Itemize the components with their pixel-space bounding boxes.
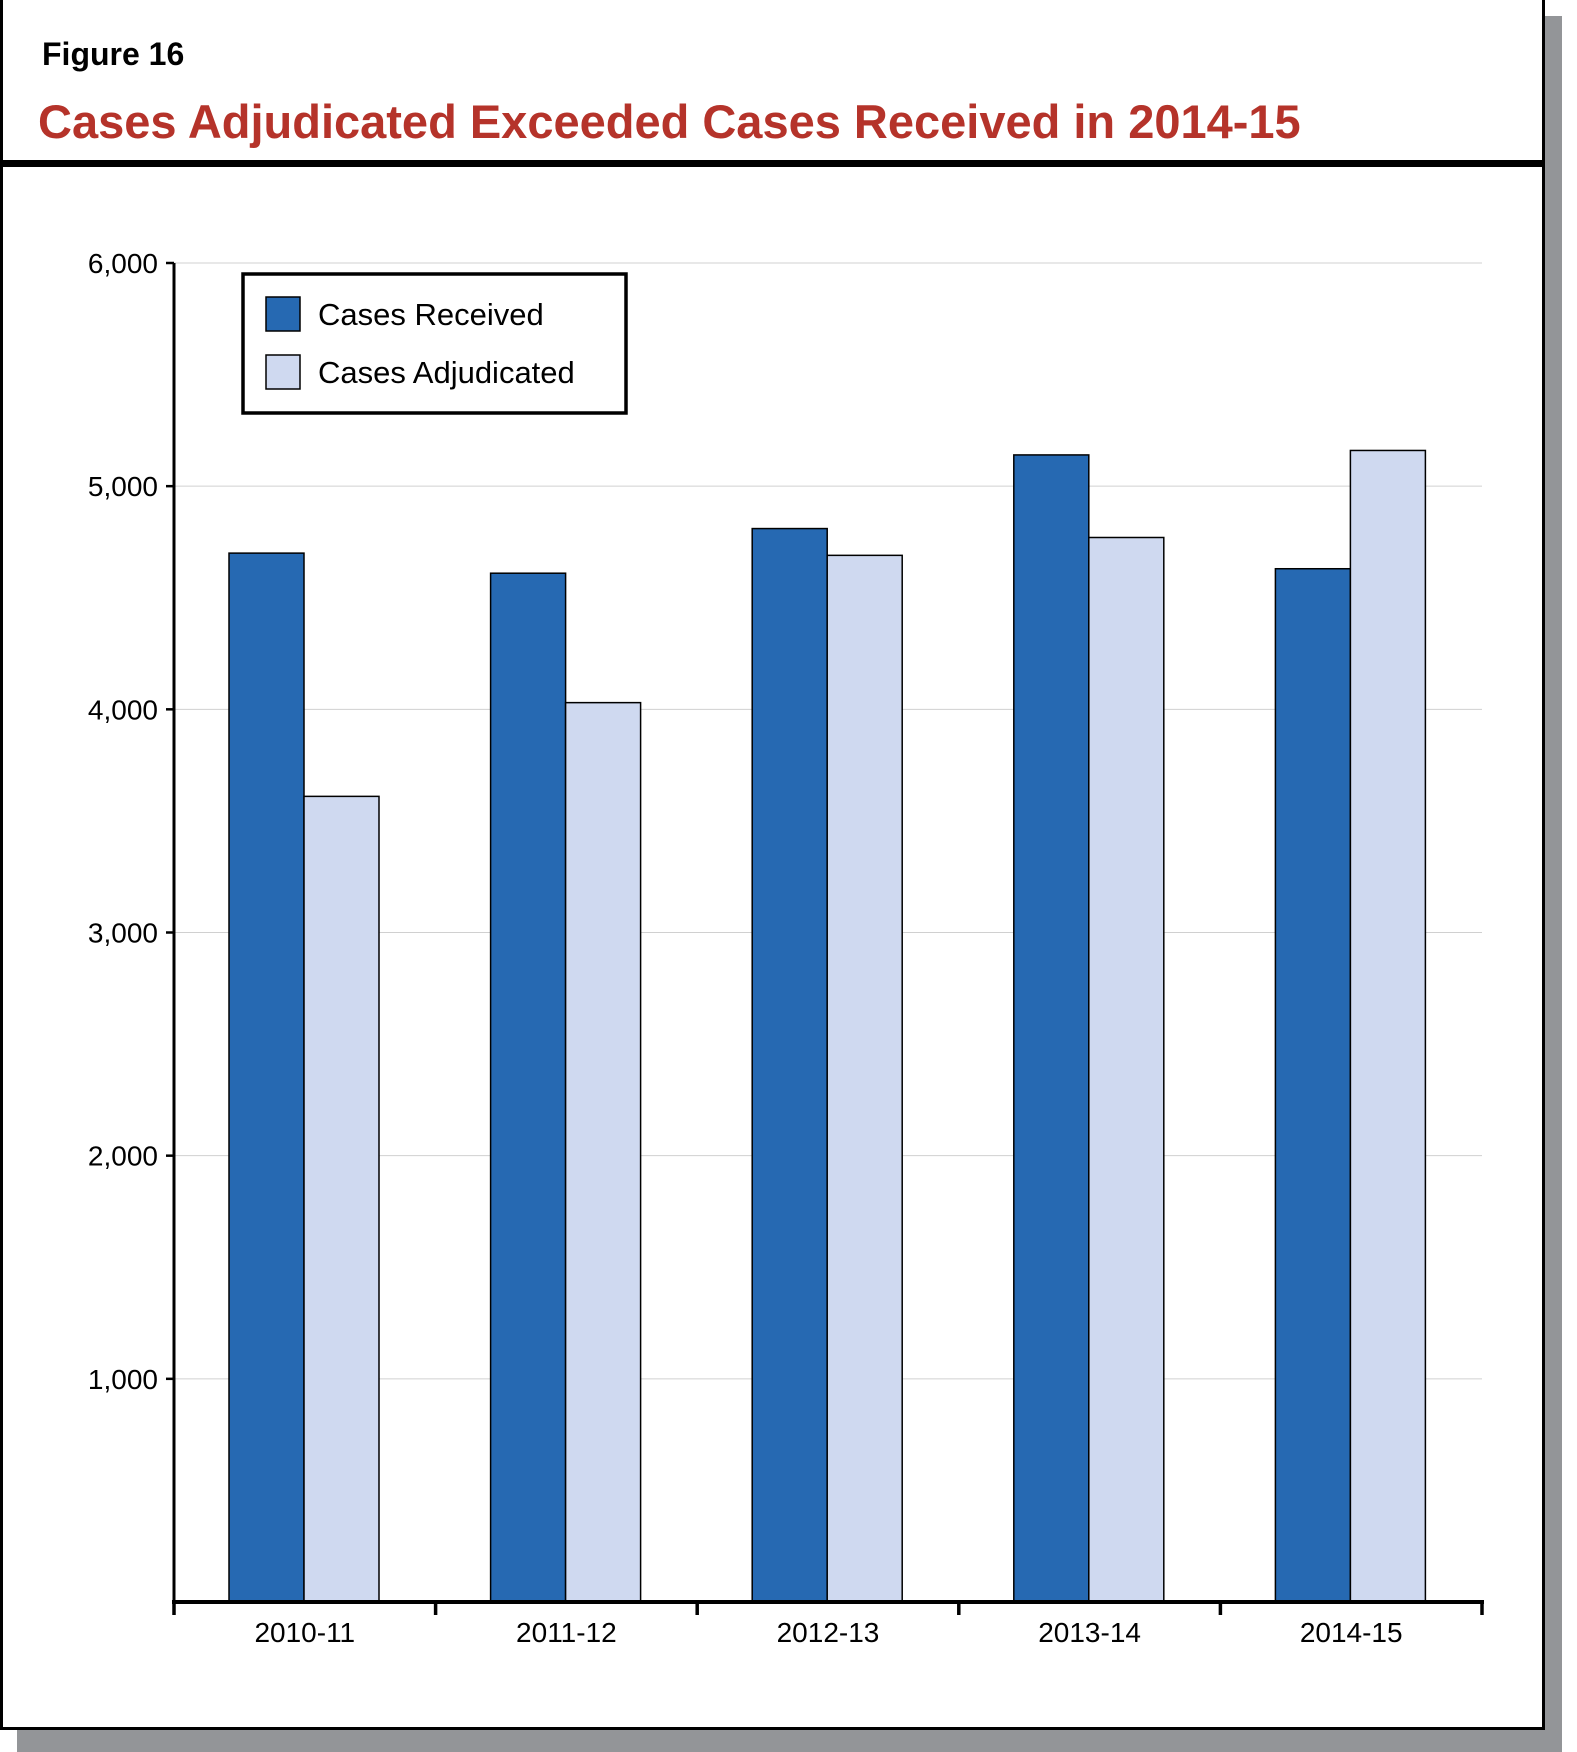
y-tick-label: 6,000 (88, 248, 158, 279)
figure-header: Figure 16 Cases Adjudicated Exceeded Cas… (0, 0, 1545, 167)
y-tick-label: 1,000 (88, 1364, 158, 1395)
bar-adjudicated (826, 554, 903, 1603)
figure-label: Figure 16 (42, 36, 185, 72)
bar-received (751, 527, 828, 1603)
bar-adjudicated (1349, 449, 1427, 1603)
bar-adjudicated (303, 795, 380, 1603)
legend-swatch-adjudicated (265, 354, 301, 390)
bar-received (1013, 454, 1090, 1603)
bar-received (228, 552, 305, 1603)
legend-swatch-received (265, 296, 301, 332)
y-tick-label: 2,000 (88, 1141, 158, 1172)
x-tick-label: 2012-13 (777, 1617, 880, 1648)
bar-received (1274, 567, 1352, 1603)
y-tick-label: 4,000 (88, 694, 158, 725)
legend-label: Cases Received (318, 297, 544, 332)
y-tick-label: 5,000 (88, 471, 158, 502)
x-tick-label: 2014-15 (1300, 1617, 1403, 1648)
bar-adjudicated (1088, 536, 1165, 1603)
x-tick-label: 2011-12 (516, 1617, 617, 1648)
y-tick-label: 3,000 (88, 918, 158, 949)
x-tick-label: 2010-11 (254, 1617, 355, 1648)
legend-label: Cases Adjudicated (318, 355, 575, 390)
bar-received (489, 572, 567, 1603)
chart-title: Cases Adjudicated Exceeded Cases Receive… (38, 95, 1301, 148)
bar-adjudicated (564, 701, 642, 1603)
x-tick-label: 2013-14 (1038, 1617, 1141, 1648)
legend (241, 272, 628, 415)
